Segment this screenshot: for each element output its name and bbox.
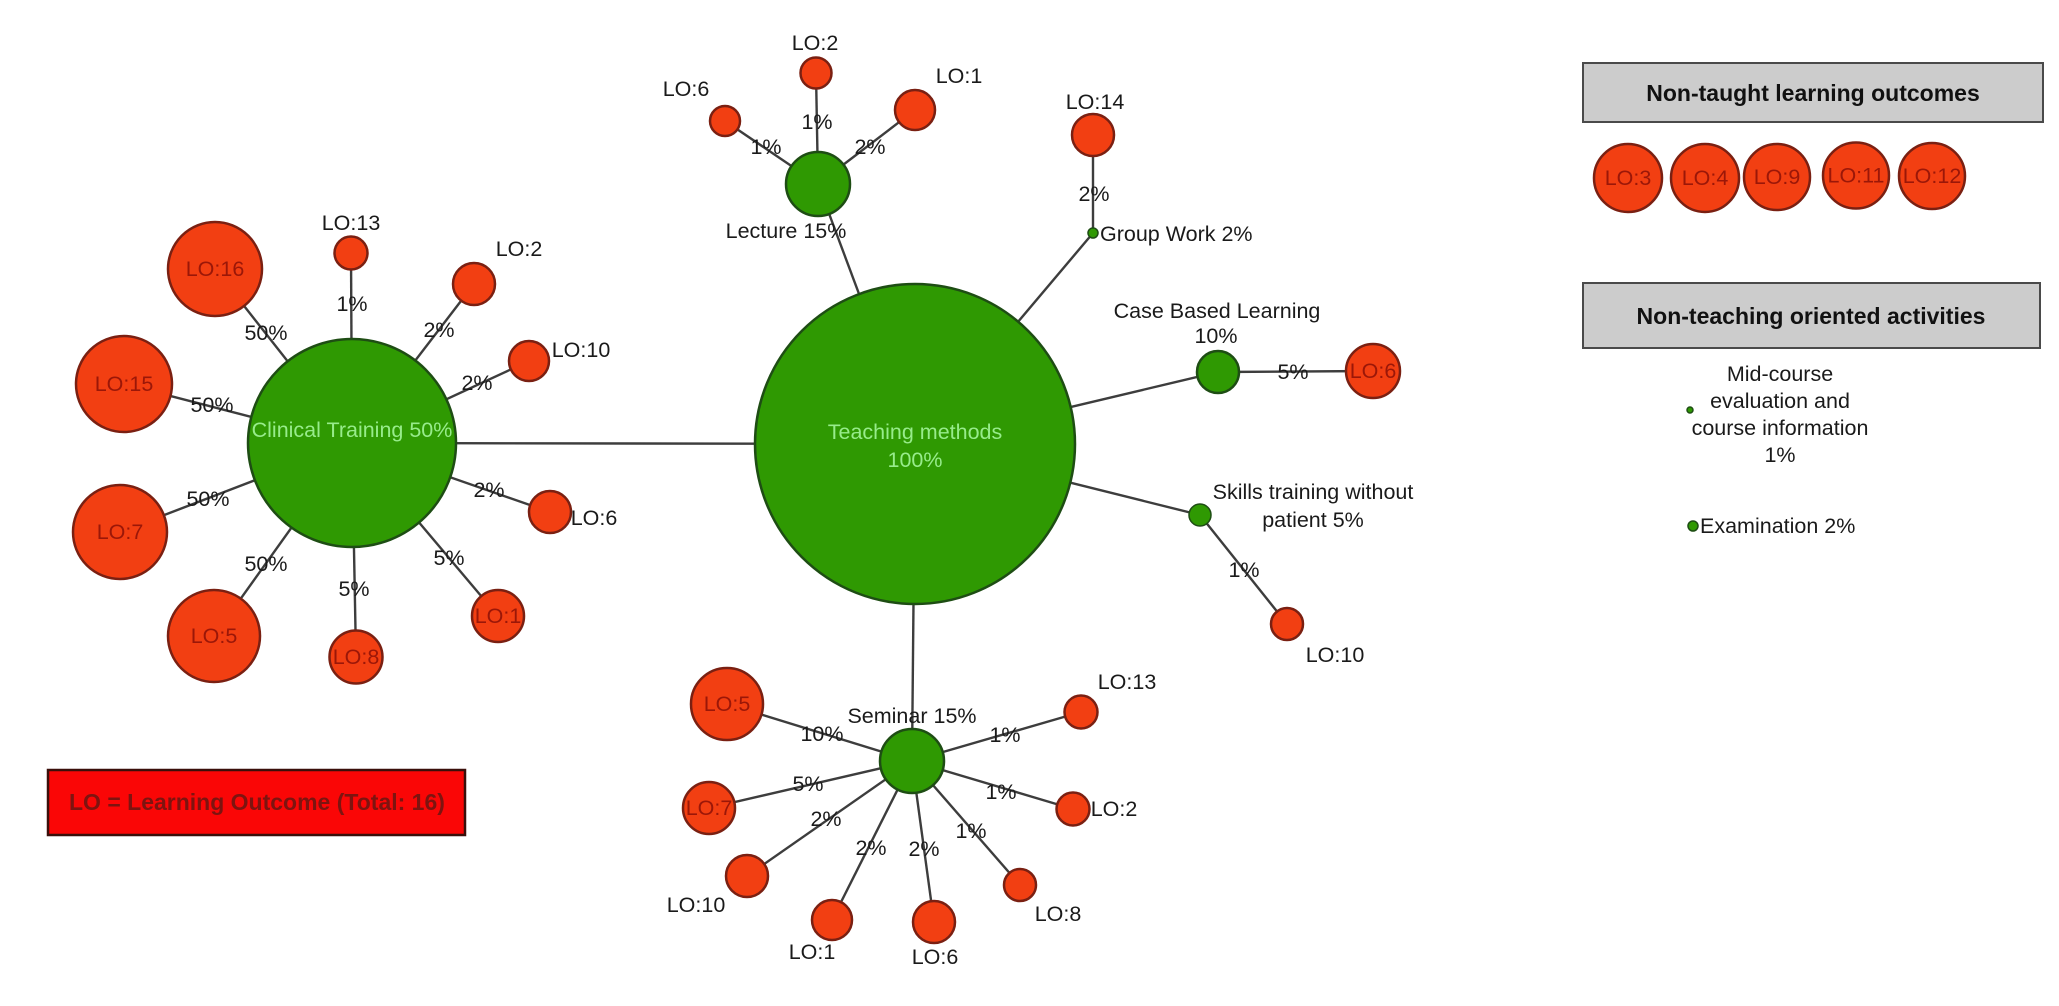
svg-text:10%: 10% [800,722,843,746]
svg-text:5%: 5% [433,546,464,570]
svg-text:LO:2: LO:2 [1091,797,1138,821]
svg-text:1%: 1% [1228,558,1259,582]
svg-text:Clinical Training 50%: Clinical Training 50% [252,418,453,442]
svg-text:LO = Learning Outcome (Total:: LO = Learning Outcome (Total: 16) [69,789,445,815]
svg-text:LO:5: LO:5 [191,624,238,648]
svg-text:LO:2: LO:2 [496,237,543,261]
svg-text:LO:3: LO:3 [1605,166,1652,190]
svg-text:2%: 2% [1078,182,1109,206]
svg-text:2%: 2% [810,807,841,831]
svg-text:2%: 2% [855,836,886,860]
svg-text:LO:14: LO:14 [1066,90,1125,114]
svg-text:LO:13: LO:13 [1098,670,1157,694]
svg-text:1%: 1% [955,819,986,843]
svg-text:LO:7: LO:7 [686,796,733,820]
svg-text:LO:6: LO:6 [663,77,710,101]
svg-text:50%: 50% [186,487,229,511]
svg-text:5%: 5% [1277,360,1308,384]
svg-text:1%: 1% [801,110,832,134]
svg-text:Mid-course: Mid-course [1727,362,1833,386]
svg-text:LO:11: LO:11 [1828,164,1885,188]
svg-text:LO:1: LO:1 [789,940,836,964]
svg-text:10%: 10% [1194,324,1237,348]
svg-text:LO:6: LO:6 [571,506,618,530]
svg-text:50%: 50% [190,393,233,417]
svg-text:Group Work 2%: Group Work 2% [1100,222,1253,246]
svg-text:Non-teaching oriented activiti: Non-teaching oriented activities [1637,303,1986,329]
svg-text:LO:4: LO:4 [1682,166,1729,190]
svg-text:LO:8: LO:8 [1035,902,1082,926]
svg-text:50%: 50% [244,321,287,345]
svg-text:100%: 100% [888,448,943,472]
svg-text:Non-taught learning outcomes: Non-taught learning outcomes [1646,80,1980,106]
svg-text:LO:13: LO:13 [322,211,381,235]
svg-text:2%: 2% [423,318,454,342]
svg-text:LO:10: LO:10 [552,338,611,362]
svg-text:Teaching methods: Teaching methods [828,420,1003,444]
svg-text:1%: 1% [985,780,1016,804]
svg-text:50%: 50% [244,552,287,576]
svg-text:2%: 2% [854,135,885,159]
svg-text:2%: 2% [908,837,939,861]
svg-text:patient 5%: patient 5% [1262,508,1364,532]
svg-text:Skills training without: Skills training without [1213,480,1414,504]
svg-text:evaluation and: evaluation and [1710,389,1850,413]
svg-text:LO:7: LO:7 [97,520,144,544]
svg-text:LO:15: LO:15 [95,372,154,396]
svg-text:LO:5: LO:5 [704,692,751,716]
svg-text:1%: 1% [750,135,781,159]
svg-text:2%: 2% [473,478,504,502]
svg-text:LO:8: LO:8 [333,645,380,669]
svg-text:1%: 1% [989,723,1020,747]
svg-text:LO:6: LO:6 [912,945,959,969]
svg-text:Seminar 15%: Seminar 15% [847,704,976,728]
svg-text:LO:6: LO:6 [1350,359,1397,383]
svg-text:LO:9: LO:9 [1754,165,1801,189]
svg-text:Lecture 15%: Lecture 15% [726,219,847,243]
svg-text:LO:1: LO:1 [936,64,983,88]
svg-text:1%: 1% [336,292,367,316]
svg-text:course information: course information [1692,416,1869,440]
svg-text:LO:10: LO:10 [667,893,726,917]
svg-text:LO:10: LO:10 [1306,643,1365,667]
svg-text:Examination 2%: Examination 2% [1700,514,1855,538]
svg-text:LO:1: LO:1 [475,604,522,628]
svg-text:5%: 5% [792,772,823,796]
svg-text:1%: 1% [1764,443,1795,467]
svg-text:2%: 2% [461,371,492,395]
svg-text:LO:16: LO:16 [186,257,245,281]
svg-text:LO:12: LO:12 [1903,164,1962,188]
svg-text:Case Based Learning: Case Based Learning [1114,299,1321,323]
svg-text:LO:2: LO:2 [792,31,839,55]
svg-text:5%: 5% [338,577,369,601]
